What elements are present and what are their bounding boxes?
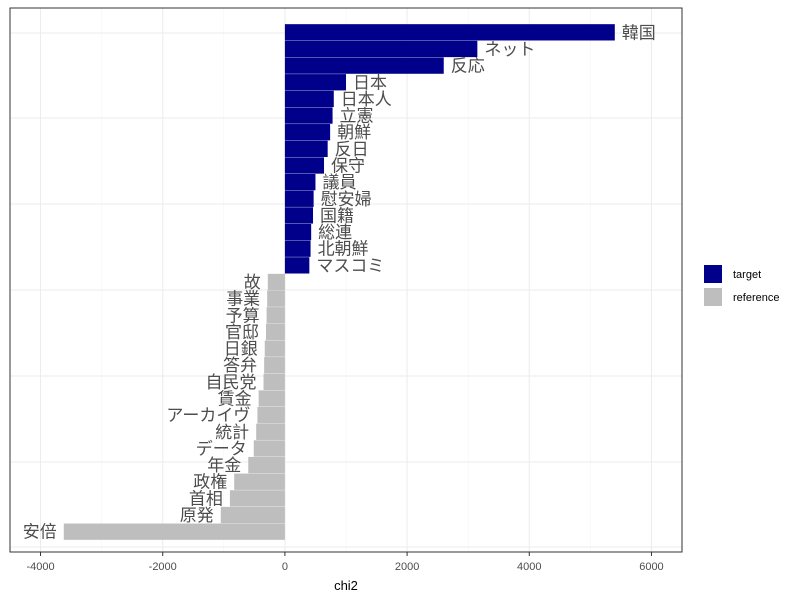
bar-word-label: アーカイヴ bbox=[166, 406, 250, 426]
bar-reference bbox=[220, 506, 285, 524]
bar-reference bbox=[263, 373, 285, 391]
bar-reference bbox=[264, 357, 285, 374]
bar-word-label: データ bbox=[196, 438, 247, 459]
bar-target bbox=[284, 173, 316, 191]
x-tick-label: 0 bbox=[282, 561, 288, 573]
legend-key-reference bbox=[704, 288, 722, 306]
bar-target bbox=[284, 223, 312, 241]
bar-word-label: 北朝鮮 bbox=[318, 240, 369, 260]
bar-target bbox=[284, 157, 325, 174]
bar-word-label: マスコミ bbox=[316, 256, 384, 276]
x-tick-label: -2000 bbox=[149, 561, 177, 573]
bar-reference bbox=[63, 523, 285, 540]
bar-word-label: 日本人 bbox=[341, 90, 392, 110]
bar-word-label: 反日 bbox=[335, 140, 369, 160]
bar-layer bbox=[63, 24, 615, 540]
bar-word-label: 日銀 bbox=[224, 340, 258, 360]
bar-target bbox=[284, 240, 311, 257]
bar-word-label: 官邸 bbox=[225, 323, 259, 343]
bar-reference bbox=[229, 490, 285, 507]
bar-target bbox=[284, 57, 444, 74]
bar-word-label: 統計 bbox=[215, 423, 249, 443]
bar-word-label: 反応 bbox=[451, 57, 485, 77]
bar-word-label: 答弁 bbox=[223, 356, 257, 376]
bar-word-label: 立憲 bbox=[340, 106, 374, 127]
bar-reference bbox=[257, 407, 285, 424]
bar-reference bbox=[258, 390, 285, 407]
bar-reference bbox=[266, 307, 285, 324]
bar-word-label: 事業 bbox=[226, 290, 260, 310]
bar-word-label: 安倍 bbox=[23, 523, 57, 543]
bar-word-label: ネット bbox=[484, 40, 535, 60]
bar-word-label: 首相 bbox=[189, 489, 223, 509]
x-tick-label: 6000 bbox=[639, 561, 663, 573]
bar-word-label: 朝鮮 bbox=[337, 123, 371, 143]
grid-layer bbox=[10, 8, 682, 552]
bar-reference bbox=[267, 290, 285, 307]
x-axis-ticks: -4000 -2000 0 2000 4000 6000 bbox=[26, 552, 664, 573]
bar-word-label: 総連 bbox=[318, 223, 352, 243]
bar-word-label: 故 bbox=[244, 273, 261, 293]
bar-word-label: 自民党 bbox=[206, 373, 257, 393]
legend-label-target: target bbox=[733, 269, 761, 281]
bar-reference bbox=[253, 440, 285, 457]
bar-target bbox=[284, 40, 478, 58]
word-label-layer: 韓国ネット反応日本日本人立憲朝鮮反日保守議員慰安婦国籍総連北朝鮮マスコミ故事業予… bbox=[23, 23, 656, 542]
bar-target bbox=[284, 207, 314, 224]
bar-word-label: 韓国 bbox=[622, 23, 656, 43]
bar-word-label: 慰安婦 bbox=[321, 190, 372, 210]
bar-word-label: 年金 bbox=[207, 456, 241, 476]
bar-target bbox=[284, 257, 310, 274]
legend-label-reference: reference bbox=[733, 292, 779, 304]
bar-word-label: 保守 bbox=[331, 156, 365, 176]
bar-reference bbox=[256, 423, 285, 440]
bar-reference bbox=[234, 473, 285, 490]
bar-word-label: 政権 bbox=[193, 473, 227, 493]
x-tick-label: -4000 bbox=[26, 561, 54, 573]
bar-reference bbox=[265, 323, 285, 341]
bar-reference bbox=[248, 456, 285, 474]
panel-border bbox=[9, 7, 683, 553]
x-axis-title: chi2 bbox=[334, 578, 358, 593]
bar-word-label: 議員 bbox=[322, 173, 356, 193]
bar-target bbox=[284, 107, 333, 124]
bar-target bbox=[284, 124, 331, 141]
bar-word-label: 原発 bbox=[180, 506, 214, 526]
x-tick-label: 4000 bbox=[517, 561, 541, 573]
bar-word-label: 賃金 bbox=[218, 390, 252, 410]
bar-target bbox=[284, 140, 328, 157]
bar-reference bbox=[267, 273, 285, 291]
bar-target bbox=[284, 90, 334, 108]
bar-target bbox=[284, 74, 346, 91]
bar-target bbox=[284, 190, 314, 207]
bar-word-label: 日本 bbox=[353, 73, 387, 93]
bar-reference bbox=[264, 340, 285, 357]
x-tick-label: 2000 bbox=[395, 561, 419, 573]
bar-word-label: 予算 bbox=[226, 306, 260, 326]
legend-key-target bbox=[704, 265, 722, 283]
legend: target reference bbox=[704, 265, 779, 306]
bar-target bbox=[284, 24, 615, 41]
bar-word-label: 国籍 bbox=[320, 206, 354, 226]
